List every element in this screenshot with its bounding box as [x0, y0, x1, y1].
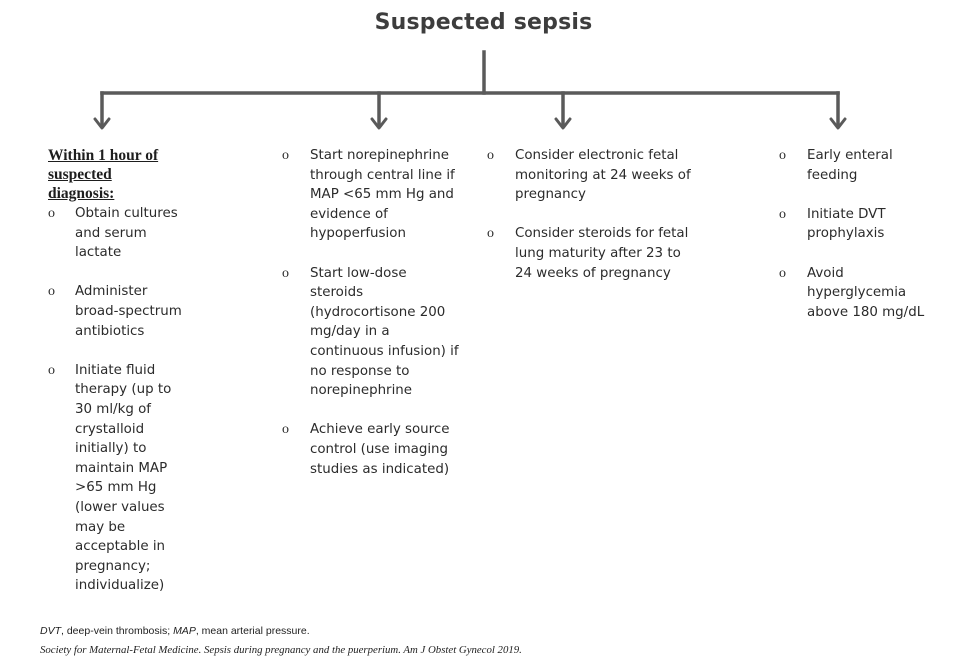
item-text: Administer broad-spectrum antibiotics: [75, 284, 182, 339]
column-vasopressors: o Start norepinephrine through central l…: [282, 146, 460, 499]
list-item: o Obtain cultures and serum lactate: [48, 204, 183, 263]
footnote-def-dvt: , deep-vein thrombosis;: [61, 625, 174, 637]
item-text: Achieve early source control (use imagin…: [310, 422, 450, 477]
column-heading: Within 1 hour of suspected diagnosis:: [48, 147, 159, 202]
item-list: o Early enteral feeding o Initiate DVT p…: [779, 146, 929, 322]
footnote-abbr-map: MAP: [173, 625, 196, 637]
list-item: o Start low-dose steroids (hydrocortison…: [282, 264, 460, 401]
arrow-head-4: [829, 117, 847, 130]
bullet-marker: o: [282, 265, 289, 281]
bullet-marker: o: [487, 148, 494, 163]
item-text: Early enteral feeding: [807, 148, 893, 183]
column-within-1-hour: Within 1 hour of suspected diagnosis: o …: [48, 146, 183, 615]
item-list: o Obtain cultures and serum lactate o Ad…: [48, 204, 183, 596]
column-fetal-considerations: o Consider electronic fetal monitoring a…: [487, 146, 699, 303]
abbreviations-footnote: DVT, deep-vein thrombosis; MAP, mean art…: [40, 625, 310, 637]
bullet-marker: o: [779, 265, 786, 281]
item-text: Start norepinephrine through central lin…: [310, 148, 455, 242]
item-text: Start low-dose steroids (hydrocortisone …: [310, 265, 459, 399]
bullet-marker: o: [282, 148, 289, 163]
source-citation: Society for Maternal-Fetal Medicine. Sep…: [40, 644, 522, 656]
footnote-abbr-dvt: DVT: [40, 625, 61, 637]
bullet-marker: o: [282, 422, 289, 438]
list-item: o Early enteral feeding: [779, 146, 929, 185]
item-text: Consider electronic fetal monitoring at …: [515, 148, 691, 203]
list-item: o Consider electronic fetal monitoring a…: [487, 146, 699, 205]
footnote-def-map: , mean arterial pressure.: [195, 625, 310, 637]
bullet-marker: o: [48, 362, 55, 378]
item-text: Obtain cultures and serum lactate: [75, 206, 178, 261]
column-supportive-care: o Early enteral feeding o Initiate DVT p…: [779, 146, 929, 342]
bullet-marker: o: [48, 206, 55, 221]
list-item: o Consider steroids for fetal lung matur…: [487, 224, 699, 283]
bullet-marker: o: [487, 226, 494, 242]
arrow-head-1: [93, 117, 111, 130]
item-text: Initiate fluid therapy (up to 30 ml/kg o…: [75, 362, 172, 594]
list-item: o Start norepinephrine through central l…: [282, 146, 460, 244]
connector-lines: [93, 50, 847, 130]
bullet-marker: o: [779, 148, 786, 163]
item-text: Avoid hyperglycemia above 180 mg/dL: [807, 265, 925, 320]
item-list: o Consider electronic fetal monitoring a…: [487, 146, 699, 283]
list-item: o Administer broad-spectrum antibiotics: [48, 282, 183, 341]
bullet-marker: o: [779, 206, 786, 222]
item-list: o Start norepinephrine through central l…: [282, 146, 460, 479]
list-item: o Avoid hyperglycemia above 180 mg/dL: [779, 264, 929, 323]
diagram-title: Suspected sepsis: [374, 10, 593, 35]
list-item: o Initiate fluid therapy (up to 30 ml/kg…: [48, 361, 183, 596]
bullet-marker: o: [48, 284, 55, 300]
arrow-head-2: [370, 117, 388, 130]
list-item: o Achieve early source control (use imag…: [282, 420, 460, 479]
item-text: Consider steroids for fetal lung maturit…: [515, 226, 689, 281]
item-text: Initiate DVT prophylaxis: [807, 206, 886, 242]
arrow-head-3: [554, 117, 572, 130]
list-item: o Initiate DVT prophylaxis: [779, 205, 929, 244]
